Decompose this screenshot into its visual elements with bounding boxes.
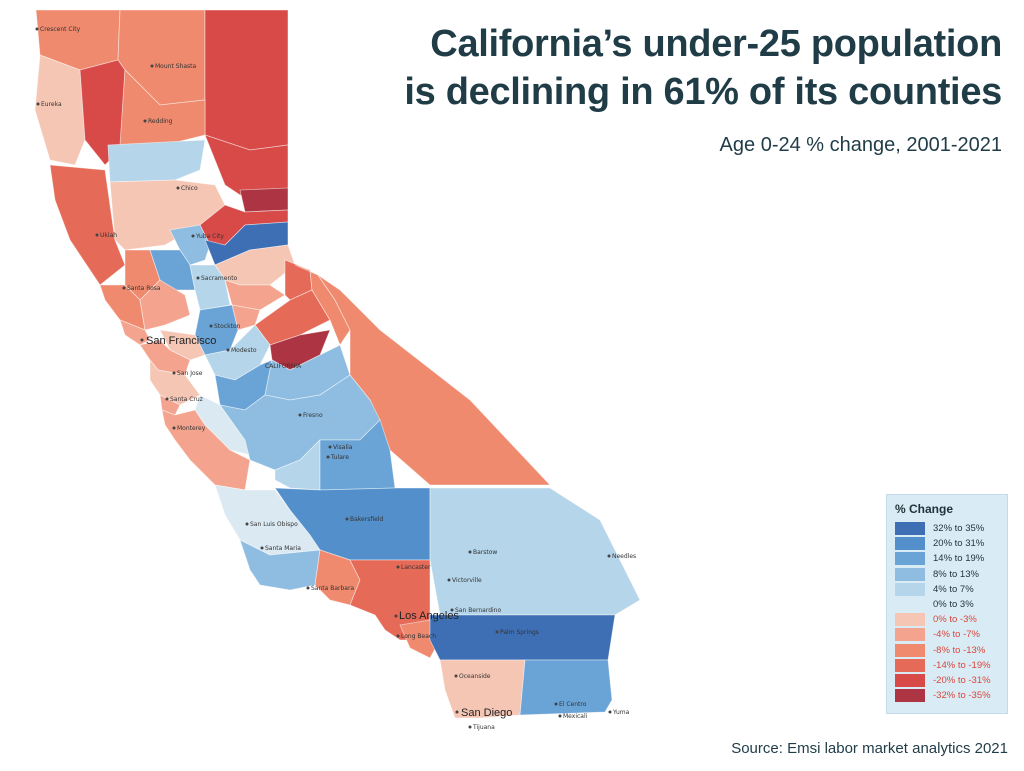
legend-label: 32% to 35%	[933, 523, 985, 535]
legend-swatch	[895, 628, 925, 642]
county-los-angeles	[349, 559, 431, 641]
city-visalia: Visalia	[333, 444, 353, 451]
city-tijuana: Tijuana	[472, 724, 495, 731]
county-san-bernardino	[429, 487, 641, 616]
city-los-angeles: Los Angeles	[399, 610, 459, 622]
city-san-jose: San Jose	[177, 370, 203, 377]
legend-label: 14% to 19%	[933, 553, 985, 565]
county-plumas-east	[239, 187, 289, 213]
title-line-1: California’s under-25 population	[430, 23, 1002, 65]
county-monterey	[161, 409, 251, 491]
city-santa-rosa: Santa Rosa	[127, 285, 161, 292]
city-stockton: Stockton	[214, 323, 241, 330]
city-lancaster: Lancaster	[401, 564, 431, 571]
legend-swatch	[895, 658, 925, 672]
city-redding: Redding	[148, 118, 173, 125]
city-bakersfield: Bakersfield	[350, 516, 383, 523]
city-markers: Crescent City Mount Shasta Eureka Reddin…	[35, 26, 636, 731]
legend-label: -8% to -13%	[933, 644, 986, 656]
legend-label: 20% to 31%	[933, 538, 985, 550]
county-contra-costa	[159, 329, 206, 361]
legend-item: -4% to -7%	[895, 627, 999, 642]
city-crescent-city: Crescent City	[40, 26, 81, 33]
city-chico: Chico	[181, 185, 198, 192]
city-barstow: Barstow	[473, 549, 497, 556]
county-san-mateo-santa-clara	[149, 358, 201, 406]
legend-item: 4% to 7%	[895, 582, 999, 597]
city-el-centro: El Centro	[559, 701, 587, 708]
legend-item: -14% to -19%	[895, 658, 999, 673]
legend-rows: 32% to 35% 20% to 31% 14% to 19% 8% to 13% 4…	[895, 521, 999, 703]
city-monterey: Monterey	[177, 425, 206, 432]
city-san-diego: San Diego	[461, 707, 512, 719]
city-san-francisco: San Francisco	[146, 335, 216, 347]
city-santa-maria: Santa Maria	[265, 545, 301, 552]
legend-swatch	[895, 522, 925, 536]
legend-swatch	[895, 582, 925, 596]
city-ukiah: Ukiah	[100, 232, 117, 239]
city-eureka: Eureka	[41, 101, 62, 108]
legend-swatch	[895, 598, 925, 611]
city-victorville: Victorville	[452, 577, 482, 584]
region-california-label: CALIFORNIA	[265, 363, 302, 370]
city-long-beach: Long Beach	[401, 633, 436, 640]
legend-swatch	[895, 552, 925, 566]
city-palm-springs: Palm Springs	[500, 629, 539, 636]
city-mexicali: Mexicali	[563, 713, 588, 720]
title-line-2: is declining in 61% of its counties	[404, 71, 1002, 113]
city-tulare: Tulare	[330, 454, 349, 461]
county-inyo	[317, 274, 551, 486]
source-note: Source: Emsi labor market analytics 2021	[731, 740, 1008, 757]
legend-item: -32% to -35%	[895, 688, 999, 703]
legend-label: -32% to -35%	[933, 690, 991, 702]
county-tehama	[107, 139, 206, 183]
county-imperial	[519, 659, 613, 716]
county-mendocino	[49, 164, 126, 286]
legend-label: 0% to 3%	[933, 599, 974, 611]
legend-item: 20% to 31%	[895, 536, 999, 551]
subtitle: Age 0-24 % change, 2001-2021	[719, 134, 1002, 156]
legend-item: -20% to -31%	[895, 673, 999, 688]
legend-item: 14% to 19%	[895, 551, 999, 566]
legend-swatch	[895, 643, 925, 657]
legend-swatch	[895, 537, 925, 551]
city-santa-cruz: Santa Cruz	[170, 396, 203, 403]
legend: % Change 32% to 35% 20% to 31% 14% to 19% 8…	[886, 494, 1008, 714]
county-santa-barbara	[239, 539, 321, 591]
legend-label: 0% to -3%	[933, 614, 977, 626]
legend-swatch	[895, 673, 925, 687]
legend-label: -14% to -19%	[933, 659, 991, 671]
city-fresno: Fresno	[303, 412, 323, 419]
legend-label: -4% to -7%	[933, 629, 980, 641]
legend-label: 4% to 7%	[933, 583, 974, 595]
city-san-luis-obispo: San Luis Obispo	[250, 521, 298, 528]
legend-label: -20% to -31%	[933, 674, 991, 686]
legend-title: % Change	[895, 502, 954, 516]
legend-swatch	[895, 613, 925, 627]
city-santa-barbara: Santa Barbara	[311, 585, 354, 592]
legend-item: 8% to 13%	[895, 567, 999, 582]
legend-item: 0% to -3%	[895, 612, 999, 627]
legend-label: 8% to 13%	[933, 568, 979, 580]
city-modesto: Modesto	[231, 347, 257, 354]
county-modoc	[204, 9, 289, 151]
legend-item: -8% to -13%	[895, 643, 999, 658]
legend-item: 32% to 35%	[895, 521, 999, 536]
county-humboldt	[34, 54, 86, 166]
city-needles: Needles	[612, 553, 636, 560]
city-yuma: Yuma	[612, 709, 630, 716]
legend-swatch	[895, 567, 925, 581]
legend-swatch	[895, 689, 925, 703]
page-title: California’s under-25 population is decl…	[342, 20, 1002, 116]
city-san-bernardino: San Bernardino	[455, 607, 501, 614]
city-oceanside: Oceanside	[459, 673, 491, 680]
legend-item: 0% to 3%	[895, 597, 999, 612]
city-yuba-city: Yuba City	[195, 233, 224, 240]
city-sacramento: Sacramento	[201, 275, 238, 282]
city-mount-shasta: Mount Shasta	[155, 63, 196, 70]
